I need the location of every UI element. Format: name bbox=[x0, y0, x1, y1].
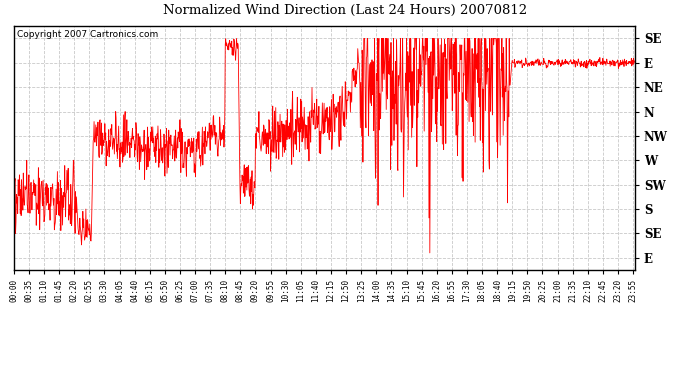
Text: Copyright 2007 Cartronics.com: Copyright 2007 Cartronics.com bbox=[17, 30, 158, 39]
Text: Normalized Wind Direction (Last 24 Hours) 20070812: Normalized Wind Direction (Last 24 Hours… bbox=[163, 4, 527, 17]
